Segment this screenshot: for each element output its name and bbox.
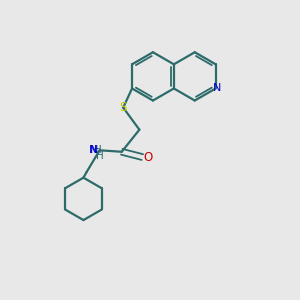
Text: N: N xyxy=(89,145,97,155)
Text: N: N xyxy=(213,83,221,94)
Text: H: H xyxy=(96,151,104,160)
Text: N: N xyxy=(90,145,98,155)
Text: O: O xyxy=(143,151,152,164)
Text: H: H xyxy=(94,145,102,155)
Text: S: S xyxy=(119,101,127,114)
